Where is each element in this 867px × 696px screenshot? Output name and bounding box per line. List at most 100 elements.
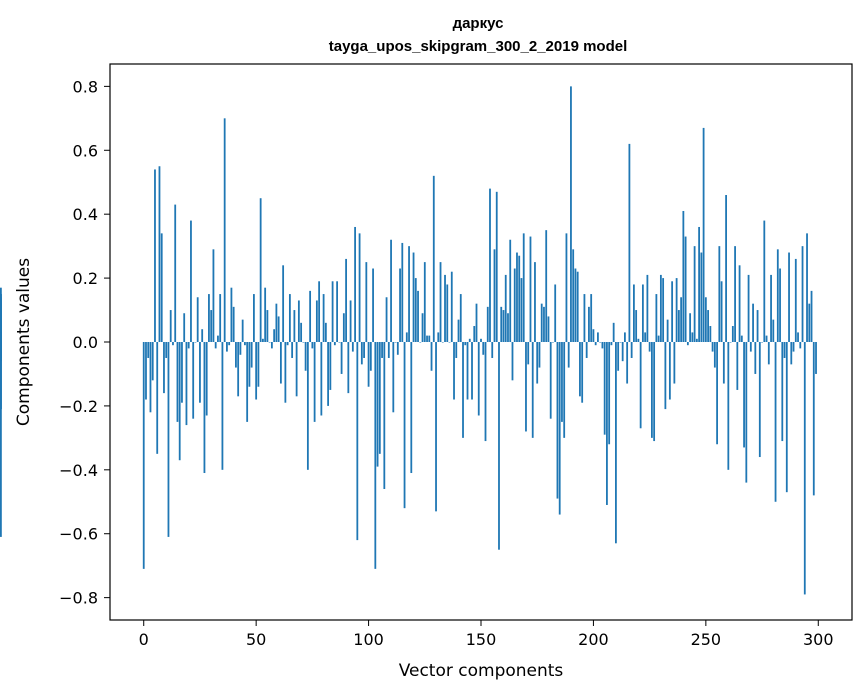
bar-component-47	[248, 342, 251, 387]
bar-component-95	[356, 342, 359, 541]
bar-component-118	[408, 246, 410, 342]
bar-component-92	[349, 300, 352, 342]
bar-component-201	[594, 342, 597, 346]
bar-component-123	[419, 342, 422, 343]
bar-component-294	[803, 342, 806, 595]
bar-component-232	[664, 342, 667, 410]
bar-component-102	[372, 268, 374, 342]
bar-component-254	[713, 342, 716, 368]
bar-component-157	[495, 191, 498, 342]
bar-component-192	[574, 268, 577, 342]
bar-component-103	[374, 342, 377, 569]
bar-component-2	[147, 342, 150, 358]
bar-component-277	[765, 335, 768, 342]
bar-component-86	[336, 281, 338, 342]
bar-component-48	[250, 342, 253, 368]
x-tick-label: 0	[139, 630, 149, 649]
bar-component-298	[812, 342, 815, 496]
bar-component-142	[462, 342, 464, 438]
bar-component-145	[468, 338, 471, 342]
bar-component-124	[421, 313, 424, 342]
bar-component-241	[684, 236, 687, 342]
bar-component-62	[282, 265, 285, 342]
bar-component-56	[268, 342, 271, 343]
bar-component-211	[617, 342, 620, 371]
bar-component-287	[788, 252, 790, 342]
bar-component-114	[399, 268, 401, 342]
bar-component-183	[554, 284, 557, 342]
y-tick-label: 0.4	[73, 205, 98, 224]
bar-component-227	[653, 342, 656, 442]
bar-component-90	[345, 258, 347, 342]
bar-component-238	[677, 310, 680, 342]
bar-component-68	[295, 342, 298, 397]
bar-component-178	[543, 306, 545, 342]
bar-component-204	[601, 342, 604, 349]
bar-component-89	[342, 313, 345, 342]
bar-component-165	[513, 268, 516, 342]
chart-subtitle: tayga_upos_skipgram_300_2_2019 model	[329, 38, 628, 55]
bar-component-233	[666, 319, 669, 342]
bar-component-96	[358, 233, 361, 342]
bar-component-50	[255, 342, 258, 400]
bar-component-85	[333, 342, 336, 346]
bar-component-4	[151, 342, 154, 381]
bar-component-104	[376, 342, 379, 467]
x-tick-label: 50	[246, 630, 266, 649]
bar-component-21	[190, 220, 192, 342]
bar-component-135	[446, 284, 449, 342]
bar-component-295	[806, 233, 808, 342]
bar-component-186	[561, 342, 563, 422]
bar-component-222	[641, 284, 644, 342]
bar-component-120	[412, 252, 415, 342]
bar-component-271	[752, 303, 754, 342]
bar-component-158	[498, 342, 500, 550]
bar-component-46	[246, 342, 249, 422]
bar-component-218	[633, 284, 635, 342]
bar-component-297	[810, 290, 813, 342]
bar-component-261	[729, 342, 732, 343]
bar-component-149	[477, 342, 480, 416]
bar-component-undefined	[0, 287, 2, 342]
bar-component-15	[176, 342, 179, 422]
bar-component-193	[576, 271, 579, 342]
bar-component-3	[149, 342, 152, 413]
bar-component-52	[259, 198, 262, 342]
bar-component-77	[315, 300, 318, 342]
y-tick-label: −0.2	[59, 397, 98, 416]
bar-component-109	[387, 342, 390, 358]
bar-component-112	[394, 342, 397, 343]
bar-component-125	[423, 262, 426, 342]
bar-component-70	[300, 322, 303, 342]
bar-component-100	[367, 342, 370, 387]
bar-component-269	[747, 274, 750, 342]
bar-component-23	[194, 342, 197, 343]
bar-component-131	[437, 332, 440, 342]
bar-component-191	[572, 249, 575, 342]
bar-component-11	[167, 342, 170, 537]
bar-component-248	[700, 252, 703, 342]
bar-component-37	[226, 342, 228, 352]
bar-component-179	[545, 230, 548, 342]
bar-component-293	[801, 246, 804, 342]
bar-component-219	[635, 310, 638, 342]
bar-component-256	[718, 246, 721, 342]
bar-component-187	[563, 342, 566, 438]
bar-component-267	[743, 342, 745, 448]
bar-component-263	[734, 246, 736, 342]
bar-component-162	[507, 313, 509, 342]
bar-component-55	[266, 310, 269, 342]
bar-component-251	[707, 310, 709, 342]
bar-component-290	[794, 258, 797, 342]
bar-component-119	[410, 342, 413, 474]
bar-component-60	[277, 316, 280, 342]
bar-component-223	[644, 332, 647, 342]
bar-component-75	[311, 342, 314, 349]
bar-component-65	[288, 294, 291, 342]
bar-component-64	[286, 342, 289, 346]
bar-component-262	[731, 326, 734, 342]
bar-component-161	[504, 274, 507, 342]
bar-component-154	[489, 188, 491, 342]
bar-component-288	[790, 342, 793, 365]
bar-component-151	[482, 342, 485, 355]
